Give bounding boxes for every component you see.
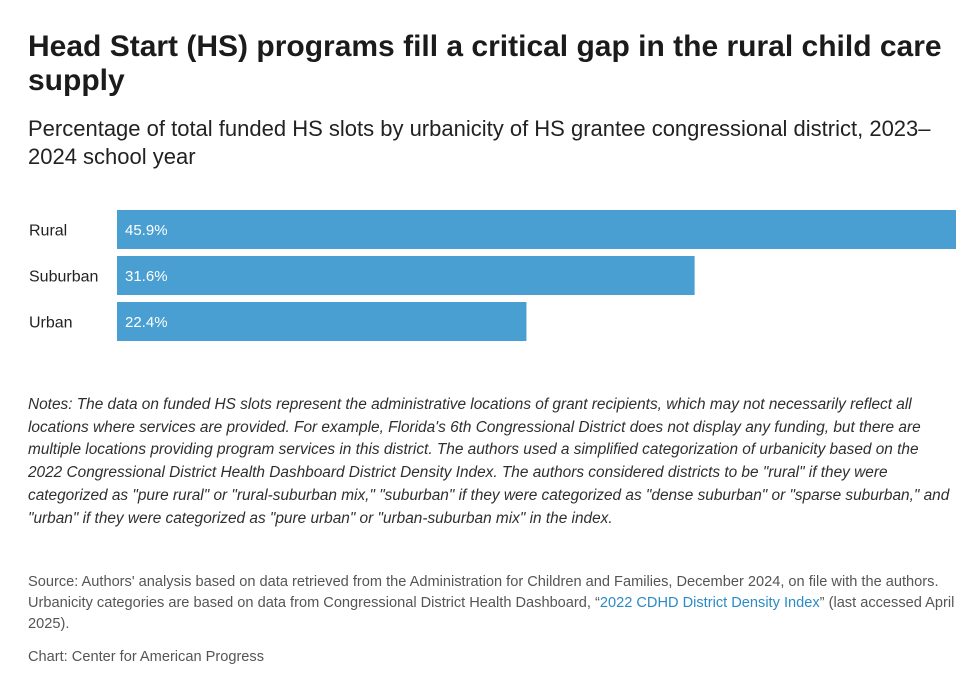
value-label: 45.9% xyxy=(125,222,168,239)
chart-source: Source: Authors' analysis based on data … xyxy=(28,572,956,635)
category-label: Urban xyxy=(29,315,73,332)
value-label: 22.4% xyxy=(125,314,168,331)
chart-credit: Chart: Center for American Progress xyxy=(28,649,265,665)
source-text: Source: Authors' analysis based on data … xyxy=(28,574,939,611)
source-text-end: ” (last accessed April 2025). xyxy=(28,595,955,632)
category-label: Rural xyxy=(29,223,67,240)
chart-notes: Notes: The data on funded HS slots repre… xyxy=(28,396,950,527)
bar-rural xyxy=(117,210,956,249)
bar-chart: Rural 45.9% Suburban 31.6% Urban 22.4% xyxy=(29,210,956,341)
source-link[interactable]: 2022 CDHD District Density Index xyxy=(599,595,820,611)
bar-urban xyxy=(117,302,527,341)
bar-suburban xyxy=(117,256,695,295)
value-label: 31.6% xyxy=(125,268,168,285)
chart-title: Head Start (HS) programs fill a critical… xyxy=(28,30,942,97)
chart-subtitle: Percentage of total funded HS slots by u… xyxy=(28,116,931,169)
category-label: Suburban xyxy=(29,269,98,286)
